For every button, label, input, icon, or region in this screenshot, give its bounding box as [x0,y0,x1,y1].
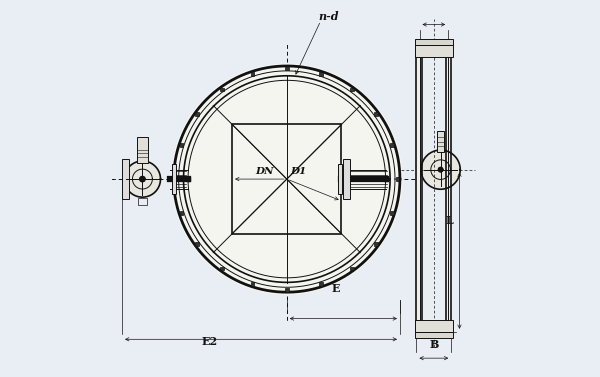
Polygon shape [439,167,443,172]
Text: L: L [445,215,453,226]
Bar [350,88,354,92]
Bar [220,88,224,92]
Polygon shape [140,176,145,182]
Text: E: E [332,283,340,294]
Text: B: B [429,339,439,351]
Bar [285,288,289,292]
Bar [419,45,448,332]
Bar [251,72,254,76]
Bar [196,112,199,116]
Bar [390,211,394,215]
Bar [374,112,378,116]
Polygon shape [172,64,402,294]
Bar [319,282,323,286]
Text: DN: DN [255,167,274,176]
Text: b: b [419,49,427,60]
Bar [319,72,323,76]
Bar [390,143,394,147]
Bar [232,124,341,234]
Bar [138,198,147,205]
Text: n-d: n-d [318,11,338,23]
Bar [415,39,452,45]
Bar [374,242,378,246]
Bar [415,45,452,57]
Bar [437,131,445,152]
Bar [285,67,289,70]
Text: E2: E2 [202,336,218,347]
Polygon shape [421,150,460,189]
Bar [416,45,422,332]
Bar [179,211,184,215]
Bar [415,320,452,332]
Bar [174,177,178,181]
Bar [179,143,184,147]
Bar [251,282,254,286]
Bar [395,177,400,181]
Bar [338,164,342,194]
Bar [137,137,148,163]
Bar [415,332,452,338]
Polygon shape [124,161,161,197]
Bar [446,45,451,332]
Text: D1: D1 [290,167,306,176]
Text: e: e [359,175,365,184]
Bar [343,159,350,199]
Bar [220,267,224,270]
Bar [172,164,176,194]
Bar [122,159,129,199]
Bar [196,242,199,246]
Bar [350,267,354,270]
